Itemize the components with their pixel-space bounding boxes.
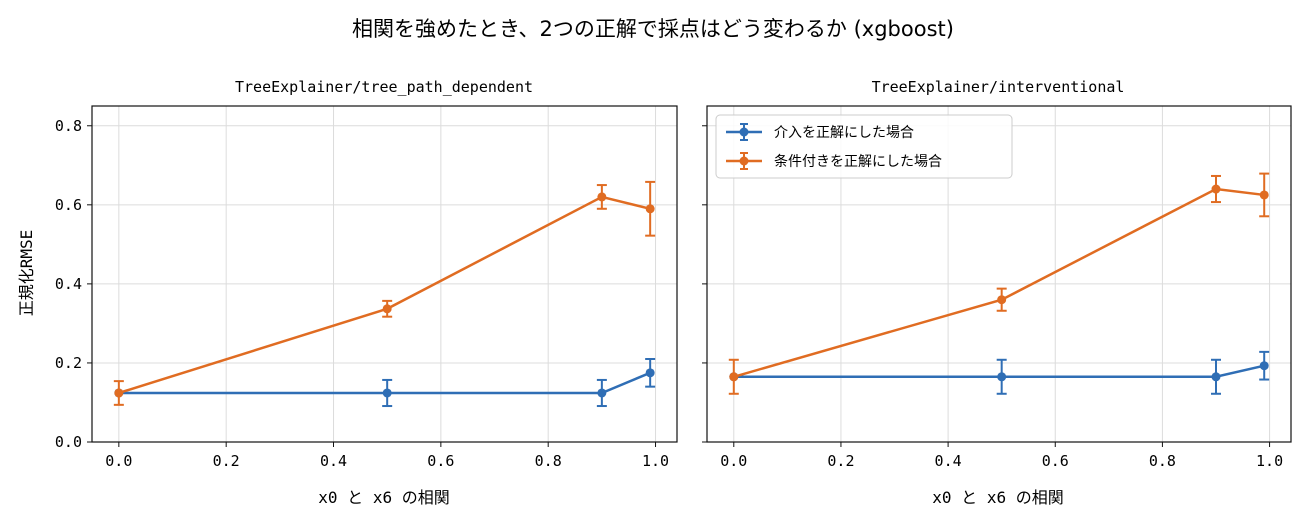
x-axis-label: x0 と x6 の相関 (318, 488, 449, 507)
data-point (645, 204, 655, 214)
data-point (1211, 184, 1221, 194)
x-tick-label: 0.2 (213, 452, 240, 470)
data-point (729, 372, 739, 382)
y-tick-label: 0.0 (55, 433, 82, 451)
data-point (645, 368, 655, 378)
series-line-0 (733, 364, 1265, 379)
data-point (1259, 190, 1269, 200)
x-axis-label: x0 と x6 の相関 (932, 488, 1063, 507)
data-point (597, 388, 607, 398)
y-tick-label: 0.2 (55, 354, 82, 372)
data-point (997, 372, 1007, 382)
series-line-1 (733, 187, 1265, 378)
panel-tree-path-dependent: TreeExplainer/tree_path_dependent x0 と x… (17, 78, 678, 507)
panel-interventional: TreeExplainer/interventional x0 と x6 の相関… (702, 78, 1292, 507)
x-tick-label: 0.4 (935, 452, 962, 470)
x-tick-label: 0.6 (427, 452, 454, 470)
plot-frame (91, 105, 678, 443)
x-tick-label: 0.0 (105, 452, 132, 470)
series-line-1 (118, 195, 651, 395)
y-axis-label: 正規化RMSE (17, 230, 36, 317)
series-line-0 (118, 371, 651, 395)
x-tick-label: 0.8 (535, 452, 562, 470)
y-tick-label: 0.8 (55, 117, 82, 135)
data-point (997, 295, 1007, 305)
x-tick-label: 1.0 (1256, 452, 1283, 470)
data-point (1211, 372, 1221, 382)
data-point (382, 388, 392, 398)
legend-label: 介入を正解にした場合 (774, 125, 914, 141)
data-point (114, 388, 124, 398)
x-tick-label: 0.6 (1042, 452, 1069, 470)
x-tick-label: 0.0 (720, 452, 747, 470)
data-point (597, 192, 607, 202)
legend-marker (739, 127, 749, 137)
y-tick-label: 0.6 (55, 196, 82, 214)
panel-title: TreeExplainer/tree_path_dependent (235, 78, 533, 96)
x-tick-label: 0.2 (827, 452, 854, 470)
legend-label: 条件付きを正解にした場合 (774, 153, 942, 170)
x-tick-label: 0.8 (1149, 452, 1176, 470)
panel-title: TreeExplainer/interventional (872, 78, 1125, 96)
data-point (382, 304, 392, 314)
x-tick-label: 1.0 (642, 452, 669, 470)
plot-frame (706, 105, 1292, 443)
data-point (1259, 361, 1269, 371)
legend-marker (739, 156, 749, 166)
figure-title: 相関を強めたとき、2つの正解で採点はどう変わるか (xgboost) (352, 17, 954, 41)
legend-box (715, 114, 1013, 179)
x-tick-label: 0.4 (320, 452, 347, 470)
y-tick-label: 0.4 (55, 275, 82, 293)
